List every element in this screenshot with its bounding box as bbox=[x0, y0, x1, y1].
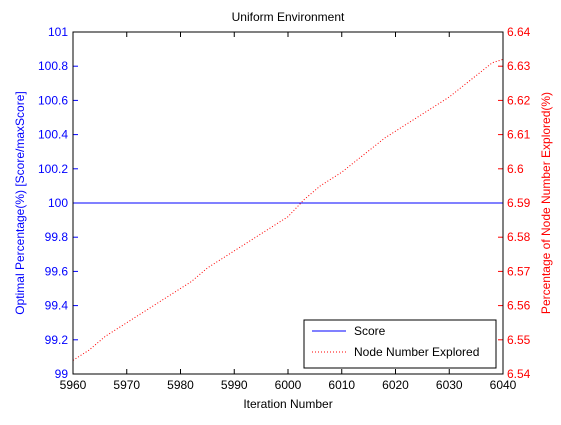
x-tick-label: 6020 bbox=[382, 378, 409, 392]
legend-box bbox=[303, 319, 497, 369]
y-left-tick-label: 99 bbox=[55, 367, 69, 381]
y-right-tick-label: 6.55 bbox=[507, 333, 531, 347]
y-left-tick-label: 100.6 bbox=[38, 93, 68, 107]
x-tick-label: 6000 bbox=[275, 378, 302, 392]
y-left-tick-label: 99.6 bbox=[45, 264, 69, 278]
y-left-tick-label: 99.2 bbox=[45, 333, 69, 347]
x-tick-label: 6040 bbox=[490, 378, 517, 392]
y-right-tick-label: 6.61 bbox=[507, 128, 531, 142]
x-tick-label: 5970 bbox=[113, 378, 140, 392]
plot-frame bbox=[72, 31, 504, 375]
y-right-tick-label: 6.58 bbox=[507, 230, 531, 244]
y-left-tick-label: 100 bbox=[48, 196, 68, 210]
y-left-tick-label: 99.8 bbox=[45, 230, 69, 244]
y-right-tick-label: 6.57 bbox=[507, 264, 531, 278]
y-right-tick-label: 6.64 bbox=[507, 25, 531, 39]
legend-label-score: Score bbox=[354, 324, 386, 338]
y-axis-label-left: Optimal Percentage(%) [Score/maxScore] bbox=[13, 91, 27, 314]
x-tick-label: 5990 bbox=[221, 378, 248, 392]
legend: Score Node Number Explored bbox=[303, 319, 497, 369]
x-tick-label: 5960 bbox=[60, 378, 87, 392]
y-right-tick-label: 6.63 bbox=[507, 59, 531, 73]
y-right-tick-label: 6.6 bbox=[507, 162, 524, 176]
y-left-tick-label: 101 bbox=[48, 25, 68, 39]
y-right-tick-label: 6.59 bbox=[507, 196, 531, 210]
x-tick-label: 5980 bbox=[167, 378, 194, 392]
chart-title: Uniform Environment bbox=[232, 10, 345, 24]
plot-layer: 5960 5970 5980 5990 6000 6010 6020 6030 6040 99 99… bbox=[38, 25, 531, 392]
series-line-nodes bbox=[72, 58, 504, 361]
y-left-tick-label: 100.8 bbox=[38, 59, 68, 73]
y-right-tick-label: 6.62 bbox=[507, 93, 531, 107]
y-axis-label-right: Percentage of Node Number Explored(%) bbox=[539, 92, 553, 314]
legend-label-nodes: Node Number Explored bbox=[354, 345, 479, 359]
y-right-tick-label: 6.54 bbox=[507, 367, 531, 381]
y-left-tick-label: 100.4 bbox=[38, 128, 68, 142]
x-tick-label: 6010 bbox=[328, 378, 355, 392]
y-right-tick-label: 6.56 bbox=[507, 299, 531, 313]
x-axis-label: Iteration Number bbox=[243, 397, 332, 411]
y-left-tick-label: 100.2 bbox=[38, 162, 68, 176]
x-tick-label: 6030 bbox=[436, 378, 463, 392]
y-left-tick-label: 99.4 bbox=[45, 299, 69, 313]
